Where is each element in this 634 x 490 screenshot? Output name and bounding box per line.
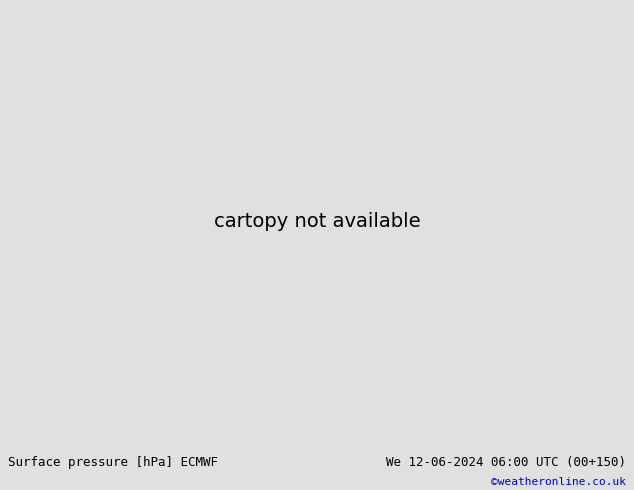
Text: cartopy not available: cartopy not available [214, 212, 420, 231]
Text: ©weatheronline.co.uk: ©weatheronline.co.uk [491, 477, 626, 488]
Text: We 12-06-2024 06:00 UTC (00+150): We 12-06-2024 06:00 UTC (00+150) [386, 456, 626, 468]
Text: Surface pressure [hPa] ECMWF: Surface pressure [hPa] ECMWF [8, 456, 217, 468]
